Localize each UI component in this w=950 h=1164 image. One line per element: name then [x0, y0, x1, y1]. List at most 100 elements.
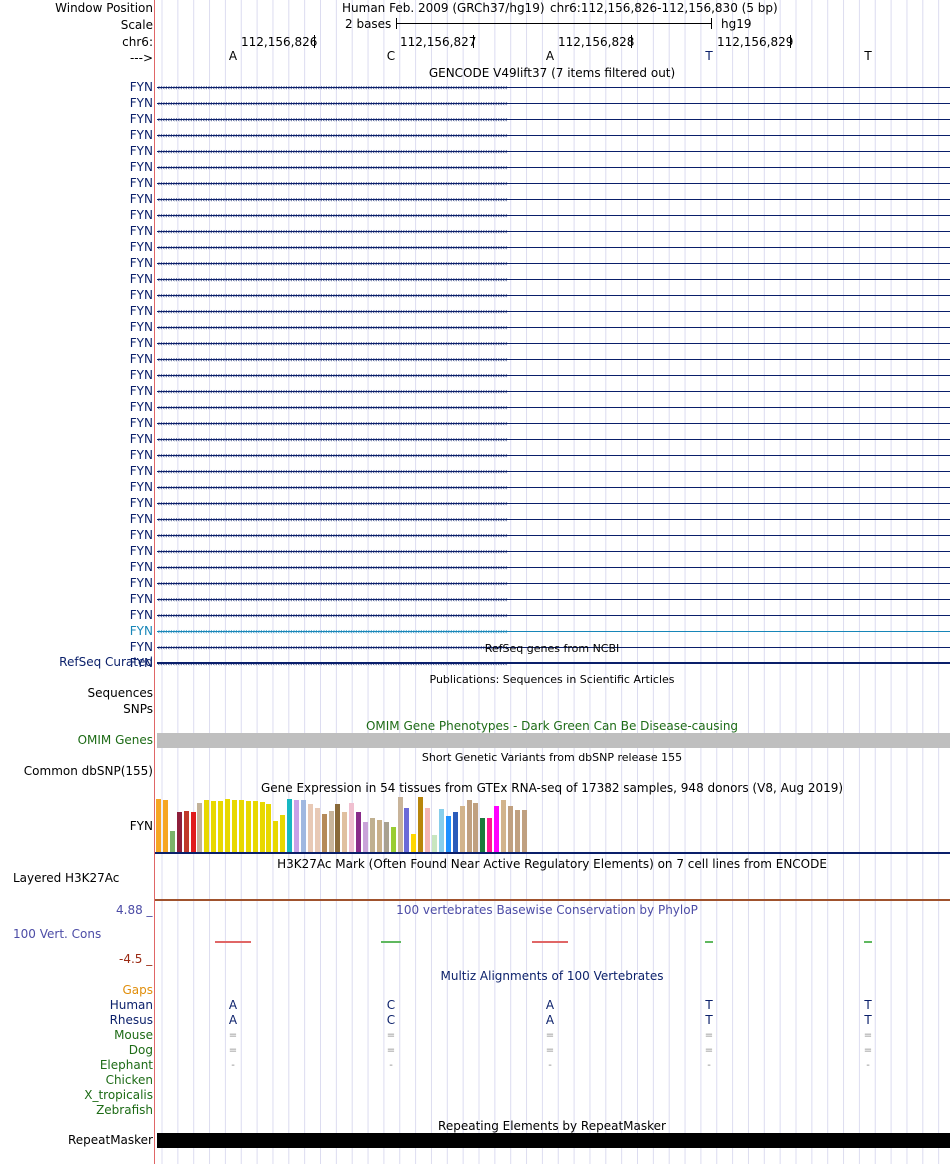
gencode-gene-line[interactable]: [157, 247, 950, 248]
multiz-species-label[interactable]: Zebrafish: [96, 1103, 153, 1117]
gencode-gene-line[interactable]: [157, 375, 950, 376]
gtex-tissue-bar[interactable]: [369, 818, 375, 852]
gencode-gene-label[interactable]: FYN: [129, 544, 153, 558]
gencode-gene-label[interactable]: FYN: [129, 416, 153, 430]
omim-label[interactable]: OMIM Genes: [77, 733, 153, 747]
gencode-gene-line[interactable]: [157, 231, 950, 232]
publications-label-snps[interactable]: SNPs: [123, 702, 153, 716]
gtex-tissue-bar[interactable]: [356, 812, 362, 852]
h3k27ac-label[interactable]: Layered H3K27Ac: [13, 871, 120, 885]
gencode-gene-label[interactable]: FYN: [129, 208, 153, 222]
gtex-tissue-bar[interactable]: [397, 797, 403, 852]
gtex-tissue-bar[interactable]: [487, 818, 493, 852]
gtex-tissue-bar[interactable]: [211, 801, 217, 852]
gtex-tissue-bar[interactable]: [494, 806, 500, 852]
gtex-tissue-bar[interactable]: [452, 812, 458, 852]
gencode-gene-label[interactable]: FYN: [129, 80, 153, 94]
gencode-gene-line[interactable]: [157, 167, 950, 168]
gencode-gene-line[interactable]: [157, 199, 950, 200]
gencode-gene-label[interactable]: FYN: [129, 464, 153, 478]
gtex-tissue-bar[interactable]: [287, 799, 293, 852]
gtex-tissue-bar[interactable]: [266, 804, 272, 852]
gtex-tissue-bar[interactable]: [466, 800, 472, 852]
gencode-gene-label[interactable]: FYN: [129, 352, 153, 366]
gencode-gene-label[interactable]: FYN: [129, 256, 153, 270]
gtex-tissue-bar[interactable]: [259, 802, 265, 852]
gtex-tissue-bar[interactable]: [294, 800, 299, 852]
gencode-gene-line[interactable]: [157, 103, 950, 104]
gtex-tissue-bar[interactable]: [328, 811, 334, 852]
gtex-tissue-bar[interactable]: [307, 804, 313, 852]
phylop-track-title[interactable]: 100 vertebrates Basewise Conservation by…: [396, 903, 698, 917]
gtex-tissue-bar[interactable]: [245, 801, 251, 852]
gencode-gene-line[interactable]: [157, 183, 950, 184]
gtex-tissue-bar[interactable]: [280, 815, 286, 852]
gencode-track-title[interactable]: GENCODE V49lift37 (7 items filtered out): [428, 66, 676, 80]
gtex-tissue-bar[interactable]: [314, 808, 320, 852]
gencode-gene-label[interactable]: FYN: [129, 272, 153, 286]
gtex-tissue-bar[interactable]: [363, 822, 368, 852]
gencode-gene-line[interactable]: [157, 119, 950, 120]
gtex-tissue-bar[interactable]: [438, 809, 444, 852]
gencode-gene-line[interactable]: [157, 343, 950, 344]
gencode-gene-line[interactable]: [157, 647, 950, 648]
gtex-tissue-bar[interactable]: [390, 827, 396, 852]
omim-gene-bar[interactable]: [157, 733, 950, 748]
gencode-gene-label[interactable]: FYN: [129, 400, 153, 414]
gencode-gene-line[interactable]: [157, 359, 950, 360]
gencode-gene-label[interactable]: FYN: [129, 656, 153, 670]
gencode-gene-label[interactable]: FYN: [129, 640, 153, 654]
gencode-gene-label[interactable]: FYN: [129, 432, 153, 446]
phylop-label[interactable]: 100 Vert. Cons: [13, 927, 102, 941]
gtex-tissue-bar[interactable]: [425, 808, 431, 852]
gtex-tissue-bar[interactable]: [238, 800, 244, 852]
gtex-tissue-bar[interactable]: [514, 810, 520, 852]
phylop-score-mark[interactable]: [215, 941, 251, 943]
gencode-gene-line[interactable]: [157, 279, 950, 280]
gencode-gene-line[interactable]: [157, 631, 950, 632]
gencode-gene-line[interactable]: [157, 583, 950, 584]
gencode-gene-label[interactable]: FYN: [129, 96, 153, 110]
gencode-gene-line[interactable]: [157, 455, 950, 456]
multiz-species-label[interactable]: Rhesus: [109, 1013, 153, 1027]
gtex-tissue-bar[interactable]: [218, 801, 224, 852]
gtex-label[interactable]: FYN: [129, 819, 153, 833]
gencode-gene-line[interactable]: [157, 439, 950, 440]
gtex-tissue-bar[interactable]: [445, 816, 451, 852]
gencode-gene-line[interactable]: [157, 423, 950, 424]
dbsnp-track-title[interactable]: Short Genetic Variants from dbSNP releas…: [421, 751, 683, 764]
gtex-tissue-bar[interactable]: [411, 834, 417, 852]
publications-label-sequences[interactable]: Sequences: [87, 686, 153, 700]
gencode-gene-label[interactable]: FYN: [129, 320, 153, 334]
gencode-gene-label[interactable]: FYN: [129, 288, 153, 302]
gtex-tissue-bar[interactable]: [473, 803, 479, 852]
gencode-gene-line[interactable]: [157, 487, 950, 488]
gencode-gene-label[interactable]: FYN: [129, 624, 153, 638]
gencode-gene-label[interactable]: FYN: [129, 608, 153, 622]
gencode-gene-line[interactable]: [157, 263, 950, 264]
gencode-gene-label[interactable]: FYN: [129, 336, 153, 350]
gencode-gene-label[interactable]: FYN: [129, 144, 153, 158]
gencode-gene-label[interactable]: FYN: [129, 496, 153, 510]
gtex-tissue-bar[interactable]: [342, 812, 348, 852]
gencode-gene-line[interactable]: [157, 151, 950, 152]
gencode-gene-line[interactable]: [157, 295, 950, 296]
gtex-tissue-bar[interactable]: [480, 818, 486, 852]
gencode-gene-line[interactable]: [157, 551, 950, 552]
gtex-tissue-bar[interactable]: [376, 820, 382, 852]
gtex-tissue-bar[interactable]: [432, 835, 437, 852]
multiz-species-label[interactable]: Dog: [128, 1043, 153, 1057]
gencode-gene-label[interactable]: FYN: [129, 592, 153, 606]
gencode-gene-label[interactable]: FYN: [129, 224, 153, 238]
gencode-gene-label[interactable]: FYN: [129, 384, 153, 398]
gencode-gene-label[interactable]: FYN: [129, 368, 153, 382]
gtex-tissue-bar[interactable]: [183, 811, 189, 852]
gencode-gene-line[interactable]: [157, 407, 950, 408]
phylop-score-mark[interactable]: [864, 941, 872, 943]
gtex-tissue-bar[interactable]: [321, 814, 327, 852]
gtex-tissue-bar[interactable]: [383, 822, 389, 852]
gtex-tissue-bar[interactable]: [162, 800, 168, 852]
gencode-gene-line[interactable]: [157, 567, 950, 568]
publications-track-title[interactable]: Publications: Sequences in Scientific Ar…: [429, 673, 675, 686]
gtex-tissue-bar[interactable]: [418, 797, 424, 852]
